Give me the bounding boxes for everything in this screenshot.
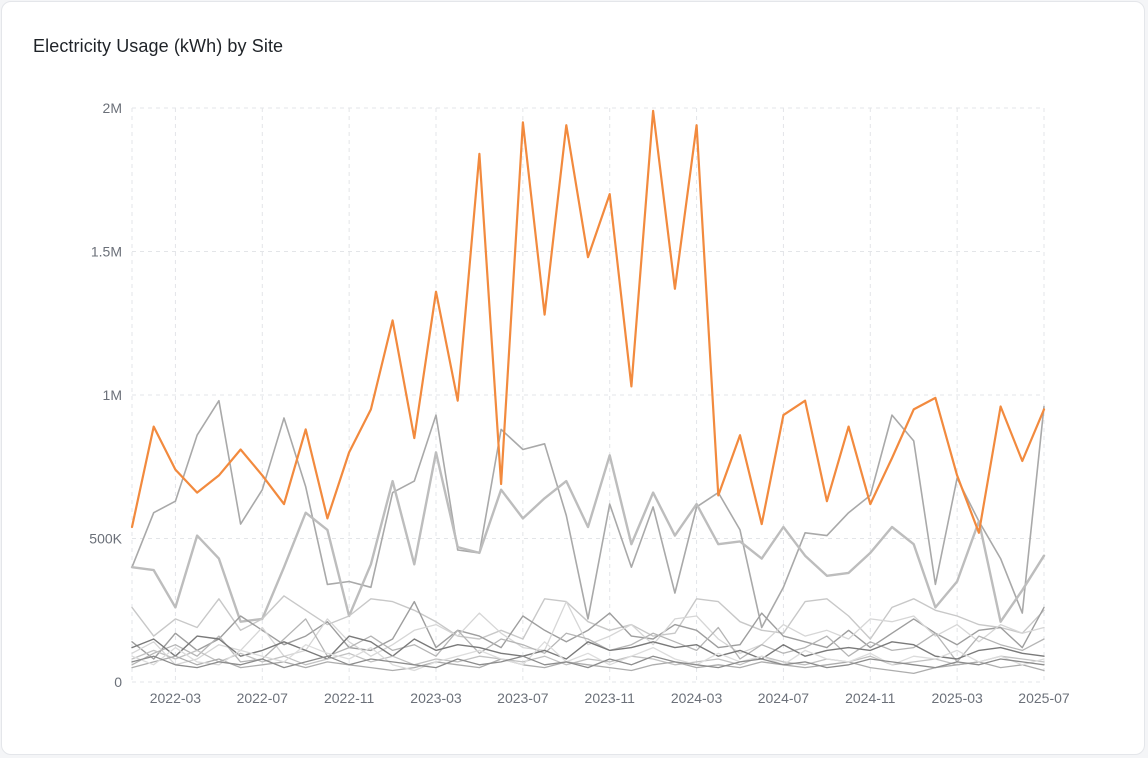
x-axis: 2022-03 2022-07 2022-11 2023-03 2023-07 2023-… bbox=[150, 690, 1070, 706]
y-tick-label: 2M bbox=[103, 100, 122, 116]
y-tick-label: 1M bbox=[103, 387, 122, 403]
series-line-site-h[interactable] bbox=[131, 635, 1045, 660]
x-tick-label: 2023-03 bbox=[410, 690, 462, 706]
series-line-highlighted-site[interactable] bbox=[130, 109, 1046, 534]
series-line-site-e[interactable] bbox=[131, 600, 1045, 660]
x-tick-label: 2022-11 bbox=[324, 690, 375, 706]
y-tick-label: 500K bbox=[89, 531, 122, 547]
series-line-site-k[interactable] bbox=[131, 641, 1045, 672]
series-line-site-l[interactable] bbox=[131, 655, 1045, 669]
x-tick-label: 2025-03 bbox=[931, 690, 983, 706]
x-tick-label: 2022-07 bbox=[237, 690, 289, 706]
series-line-site-c[interactable] bbox=[130, 451, 1046, 623]
x-tick-label: 2023-07 bbox=[497, 690, 549, 706]
series-lines bbox=[130, 109, 1046, 675]
x-tick-label: 2024-03 bbox=[671, 690, 723, 706]
chart-title: Electricity Usage (kWh) by Site bbox=[33, 36, 284, 56]
series-line-site-d[interactable] bbox=[131, 595, 1045, 640]
x-tick-label: 2024-11 bbox=[845, 690, 896, 706]
grid bbox=[131, 107, 1045, 683]
x-tick-label: 2024-07 bbox=[758, 690, 810, 706]
x-tick-label: 2023-11 bbox=[585, 690, 636, 706]
x-tick-label: 2022-03 bbox=[150, 690, 202, 706]
series-line-site-b[interactable] bbox=[131, 399, 1045, 629]
series-line-site-g[interactable] bbox=[131, 618, 1045, 666]
y-tick-label: 1.5M bbox=[91, 244, 122, 260]
y-axis: 0 500K 1M 1.5M 2M bbox=[89, 100, 122, 690]
x-tick-label: 2025-07 bbox=[1018, 690, 1070, 706]
y-tick-label: 0 bbox=[114, 674, 122, 690]
